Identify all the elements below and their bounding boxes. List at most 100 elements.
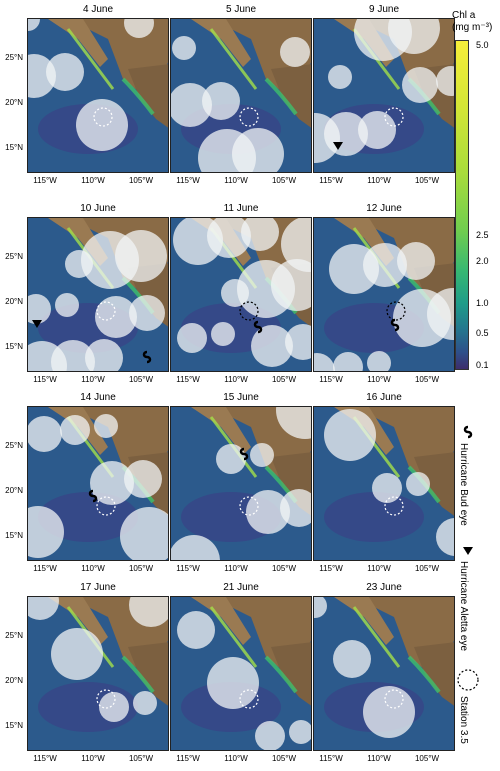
x-tick-label: 115°W xyxy=(319,176,343,185)
x-tick-label: 105°W xyxy=(414,754,440,763)
x-tick-label: 105°W xyxy=(271,375,297,384)
satellite-map xyxy=(27,18,169,173)
colorbar-tick: 0.5 xyxy=(476,328,489,338)
bud-eye-icon xyxy=(253,320,263,334)
satellite-map xyxy=(170,596,312,751)
panel-date: 4 June xyxy=(82,4,114,15)
colorbar-tick: 2.0 xyxy=(476,256,489,266)
x-tick-label: 115°W xyxy=(319,375,343,384)
x-tick-label: 105°W xyxy=(271,564,297,573)
map-panel: 15 June 115°W 110°W 105°W xyxy=(170,392,312,573)
aletta-eye-icon xyxy=(32,320,42,328)
x-tick-label: 110°W xyxy=(81,176,105,185)
panel-date: 9 June xyxy=(368,4,400,15)
colorbar-title-line2: (mg m⁻³) xyxy=(452,22,493,33)
satellite-map xyxy=(27,406,169,561)
x-tick-label: 105°W xyxy=(271,176,297,185)
hurricane-icon xyxy=(463,425,473,439)
y-tick-label: 25°N xyxy=(5,53,23,62)
satellite-map xyxy=(313,596,455,751)
panel-date: 17 June xyxy=(80,582,116,593)
x-tick-label: 115°W xyxy=(176,564,200,573)
map-panel: 4 June 25°N 20°N 15°N 115°W 110°W 105°W xyxy=(5,4,169,185)
map-panel: 14 June 25°N 20°N 15°N 115°W 110°W 105°W xyxy=(5,392,169,573)
panel-date: 15 June xyxy=(223,392,259,403)
triangle-icon xyxy=(463,547,473,555)
x-tick-label: 105°W xyxy=(414,375,440,384)
x-tick-label: 115°W xyxy=(33,564,57,573)
satellite-map xyxy=(313,18,455,173)
y-tick-label: 20°N xyxy=(5,676,23,685)
panel-date: 5 June xyxy=(225,4,257,15)
x-tick-label: 115°W xyxy=(319,564,343,573)
panel-date: 16 June xyxy=(366,392,402,403)
satellite-map xyxy=(313,406,455,561)
legend-aletta-label: Hurricane Aletta eye xyxy=(458,561,469,652)
y-tick-label: 20°N xyxy=(5,486,23,495)
panel-date: 21 June xyxy=(223,582,259,593)
x-tick-label: 115°W xyxy=(33,176,57,185)
y-tick-label: 20°N xyxy=(5,98,23,107)
x-tick-label: 105°W xyxy=(128,754,154,763)
panel-date: 23 June xyxy=(366,582,402,593)
satellite-map xyxy=(170,18,312,173)
x-tick-label: 115°W xyxy=(33,754,57,763)
x-tick-label: 105°W xyxy=(271,754,297,763)
x-tick-label: 105°W xyxy=(128,375,154,384)
dashed-circle-icon xyxy=(457,669,479,691)
x-tick-label: 110°W xyxy=(81,375,105,384)
x-tick-label: 110°W xyxy=(367,754,391,763)
map-panel: 10 June 25°N 20°N 15°N 115°W 110°W 105°W xyxy=(5,203,169,384)
map-panel: 5 June 115°W 110°W 105°W xyxy=(170,4,312,185)
x-tick-label: 105°W xyxy=(128,176,154,185)
x-tick-label: 110°W xyxy=(367,564,391,573)
bud-eye-icon xyxy=(239,447,249,461)
panel-date: 10 June xyxy=(80,203,116,214)
y-tick-label: 25°N xyxy=(5,631,23,640)
map-panel: 17 June 25°N 20°N 15°N 115°W 110°W 105°W xyxy=(5,582,169,763)
map-panel: 16 June 115°W 110°W 105°W xyxy=(313,392,455,573)
y-tick-label: 15°N xyxy=(5,531,23,540)
y-tick-label: 25°N xyxy=(5,252,23,261)
map-panel: 23 June 115°W 110°W 105°W xyxy=(313,582,455,763)
y-tick-label: 15°N xyxy=(5,342,23,351)
y-tick-label: 25°N xyxy=(5,441,23,450)
colorbar-title: Chl a (mg m⁻³) xyxy=(452,10,492,34)
map-panel: 12 June 115°W 110°W 105°W xyxy=(313,203,455,384)
x-tick-label: 110°W xyxy=(224,754,248,763)
x-tick-label: 115°W xyxy=(176,176,200,185)
x-tick-label: 115°W xyxy=(176,375,200,384)
x-tick-label: 110°W xyxy=(224,176,248,185)
x-tick-label: 115°W xyxy=(319,754,343,763)
x-tick-label: 115°W xyxy=(176,754,200,763)
satellite-map xyxy=(313,217,455,372)
x-tick-label: 115°W xyxy=(33,375,57,384)
bud-eye-icon xyxy=(142,350,152,364)
satellite-map xyxy=(170,217,312,372)
colorbar xyxy=(455,40,469,370)
x-tick-label: 105°W xyxy=(128,564,154,573)
x-tick-label: 110°W xyxy=(81,754,105,763)
x-tick-label: 110°W xyxy=(367,176,391,185)
legend-station-label: Station 3.5 xyxy=(458,696,469,744)
map-panel: 9 June 115°W 110°W 105°W xyxy=(313,4,455,185)
colorbar-tick: 1.0 xyxy=(476,298,489,308)
y-tick-label: 15°N xyxy=(5,143,23,152)
x-tick-label: 110°W xyxy=(81,564,105,573)
satellite-map xyxy=(27,217,169,372)
y-tick-label: 15°N xyxy=(5,721,23,730)
x-tick-label: 110°W xyxy=(224,375,248,384)
satellite-map xyxy=(27,596,169,751)
colorbar-tick: 5.0 xyxy=(476,40,489,50)
y-tick-label: 20°N xyxy=(5,297,23,306)
aletta-eye-icon xyxy=(333,142,343,150)
x-tick-label: 110°W xyxy=(224,564,248,573)
colorbar-tick: 2.5 xyxy=(476,230,489,240)
bud-eye-icon xyxy=(88,489,98,503)
legend-bud-label: Hurricane Bud eye xyxy=(458,443,469,526)
panel-date: 14 June xyxy=(80,392,116,403)
panel-date: 12 June xyxy=(366,203,402,214)
satellite-map xyxy=(170,406,312,561)
x-tick-label: 110°W xyxy=(367,375,391,384)
map-panel: 11 June 115°W 110°W 105°W xyxy=(170,203,312,384)
